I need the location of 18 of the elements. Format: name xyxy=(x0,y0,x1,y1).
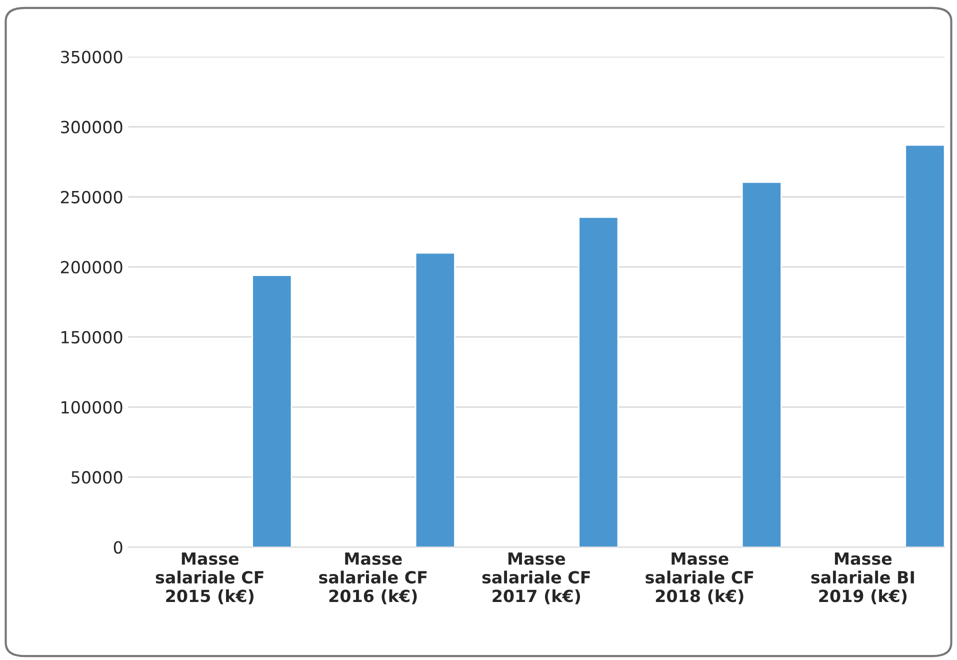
x-tick-label: Masse salariale CF 2017 (k€) xyxy=(482,552,590,604)
bar xyxy=(741,181,782,548)
y-tick-label: 0 xyxy=(114,541,122,554)
y-tick-label: 150000 xyxy=(62,330,122,344)
bar xyxy=(904,144,945,548)
bar xyxy=(414,252,456,548)
x-tick-label: Masse salariale CF 2015 (k€) xyxy=(156,552,264,604)
x-tick-label: Masse salariale CF 2016 (k€) xyxy=(319,552,427,604)
y-tick-label: 100000 xyxy=(62,400,122,414)
x-tick-label: Masse salariale BI 2019 (k€) xyxy=(811,552,914,604)
x-tick-label: Masse salariale CF 2018 (k€) xyxy=(646,552,754,604)
y-tick-label: 300000 xyxy=(61,120,122,134)
bar xyxy=(252,274,292,548)
y-tick-label: 50000 xyxy=(72,471,122,484)
bar xyxy=(578,216,619,548)
y-tick-label: 250000 xyxy=(60,190,122,204)
y-tick-label: 200000 xyxy=(60,260,122,274)
y-tick-label: 350000 xyxy=(61,50,122,64)
